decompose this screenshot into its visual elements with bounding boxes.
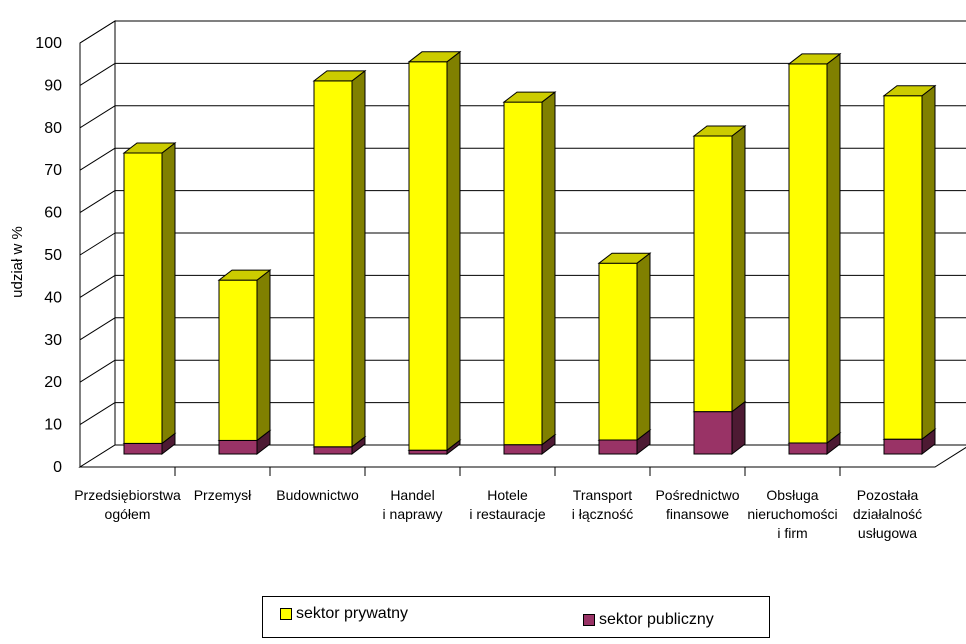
gridline-side <box>79 105 116 129</box>
y-tick-label: 40 <box>44 289 62 306</box>
gridline-side <box>79 232 116 256</box>
bar-side <box>446 50 461 452</box>
bar-top <box>692 125 747 137</box>
bar-top <box>502 91 557 103</box>
bar-segment <box>692 124 747 413</box>
bar-side <box>541 91 556 446</box>
x-category-labels: Przedsiębiorstwa ogółem Przemysł Budownictw… <box>74 467 922 541</box>
bar-face <box>123 442 163 455</box>
bar-face <box>218 439 258 455</box>
gridline-side <box>79 20 116 44</box>
bar-segment <box>597 252 652 442</box>
x-category-label: i naprawy <box>383 506 443 522</box>
bar-segment <box>122 141 177 445</box>
legend-swatch-public <box>583 614 595 626</box>
gridline-side <box>79 402 116 426</box>
gridline-side <box>79 359 116 383</box>
legend-label-private: sektor prywatny <box>296 605 409 622</box>
bar-top <box>312 70 367 82</box>
bar-face <box>693 135 733 413</box>
bar-face <box>788 63 828 444</box>
bar-segment <box>787 52 842 444</box>
bar-face <box>313 80 353 448</box>
y-tick-label: 100 <box>35 35 62 52</box>
x-category-label: i łączność <box>572 506 633 522</box>
y-tick-label: 0 <box>53 459 62 476</box>
legend-label-public: sektor publiczny <box>599 611 714 628</box>
bar-face <box>503 444 543 455</box>
legend-item-private: sektor prywatny <box>280 605 408 623</box>
bar-top <box>407 51 462 63</box>
bar-face <box>883 438 923 455</box>
y-tick-labels: 0 10 20 30 40 50 60 70 80 90 100 <box>35 35 62 476</box>
gridline-side <box>79 190 116 214</box>
y-axis-label: udział w % <box>9 226 26 298</box>
bar-top <box>217 269 272 281</box>
x-category-label: Transport <box>573 487 633 503</box>
bars <box>122 50 937 456</box>
bar-side <box>351 69 366 448</box>
x-category-label: Przedsiębiorstwa <box>74 487 181 503</box>
x-category-label: Budownictwo <box>276 487 359 503</box>
bar-face <box>218 279 258 441</box>
gridline-side <box>79 317 116 341</box>
x-category-label: ogółem <box>105 506 151 522</box>
y-tick-label: 60 <box>44 205 62 222</box>
legend-swatch-private <box>280 608 292 620</box>
x-category-label: Pośrednictwo <box>655 487 739 503</box>
x-category-label: usługowa <box>858 525 917 541</box>
bar-face <box>598 262 638 441</box>
bar-side <box>161 141 176 445</box>
x-category-label: Przemysł <box>194 487 252 503</box>
x-category-label: Pozostała <box>857 487 919 503</box>
bar-segment <box>407 50 462 452</box>
gridline-side <box>79 274 116 298</box>
x-category-label: finansowe <box>666 506 729 522</box>
y-tick-label: 30 <box>44 332 62 349</box>
bar-top <box>787 53 842 65</box>
bar-segment <box>217 269 272 442</box>
y-tick-label: 90 <box>44 77 62 94</box>
x-category-label: Hotele <box>487 487 528 503</box>
bar-face <box>408 61 448 451</box>
x-category-label: Obsługa <box>766 487 818 503</box>
bar-segment <box>882 84 937 441</box>
x-category-label: i restauracje <box>469 506 545 522</box>
bar-top <box>122 142 177 154</box>
y-tick-label: 70 <box>44 162 62 179</box>
bar-face <box>313 446 353 455</box>
bar-side <box>921 84 936 441</box>
y-tick-label: 10 <box>44 417 62 434</box>
legend-item-public: sektor publiczny <box>583 611 714 629</box>
y-tick-label: 50 <box>44 247 62 264</box>
bar-side <box>636 252 651 442</box>
bar-top <box>882 85 937 97</box>
bar-top <box>597 252 652 264</box>
bar-side <box>731 124 746 413</box>
bar-face <box>883 95 923 440</box>
chart-svg: 0 10 20 30 40 50 60 70 80 90 100 Przedsiębiorstwa o… <box>9 20 966 541</box>
bar-segment <box>502 91 557 446</box>
x-category-label: działalność <box>853 506 922 522</box>
gridline-side <box>79 62 116 86</box>
bar-face <box>788 442 828 455</box>
bar-face <box>408 449 448 455</box>
bar-face <box>123 152 163 444</box>
x-category-label: i firm <box>777 525 807 541</box>
bar-side <box>256 269 271 442</box>
y-tick-label: 80 <box>44 120 62 137</box>
bar-face <box>503 101 543 446</box>
bar-side <box>826 52 841 444</box>
bar-segment <box>312 69 367 448</box>
legend: sektor prywatny sektor publiczny <box>262 596 770 638</box>
bar-face <box>598 439 638 455</box>
y-tick-label: 20 <box>44 374 62 391</box>
bar-face <box>693 411 733 455</box>
x-category-label: nieruchomości <box>747 506 837 522</box>
x-category-label: Handel <box>390 487 434 503</box>
gridline-side <box>79 147 116 171</box>
